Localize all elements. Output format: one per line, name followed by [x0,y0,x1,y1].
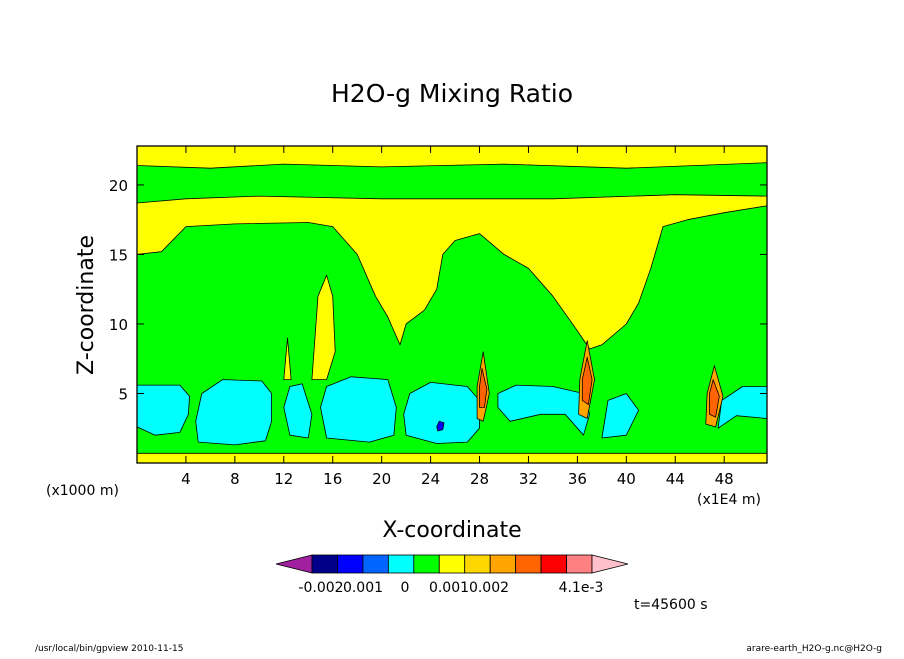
x-tick-label: 44 [666,470,685,488]
x-tick-label: 28 [470,470,489,488]
contour-region-cyan-10 [403,381,480,444]
colorbar-swatch [413,554,440,574]
contour-region-orange-19 [581,356,593,406]
footer-left: /usr/local/bin/gpview 2010-11-15 [35,644,183,654]
contour-field [137,146,767,463]
x-tick-label: 32 [519,470,538,488]
contour-region-darkblue-20 [436,420,445,432]
colorbar-under-arrow [275,554,313,574]
x-tick-label: 8 [230,470,240,488]
contour-region-cyan-6 [137,384,191,436]
colorbar-label: 0.002 [469,580,509,596]
x-tick-label: 12 [274,470,293,488]
x-axis-label: X-coordinate [382,518,521,543]
plot-frame [136,145,768,464]
contour-region-orange-17 [709,379,720,418]
colorbar-label: -0.002 [298,580,343,596]
chart-title: H2O-g Mixing Ratio [331,79,573,108]
colorbar-swatch [438,554,466,574]
colorbar-label: 0.001 [343,580,383,596]
colorbar-label: 4.1e-3 [559,580,604,596]
contour-region-cyan-9 [320,376,397,443]
x-tick-label: 48 [715,470,734,488]
x-tick-label: 16 [323,470,342,488]
contour-region-yellow-2 [137,146,767,169]
time-label: t=45600 s [634,597,708,613]
colorbar-swatch [362,554,389,574]
x-axis: 4 8 12 16 20 24 28 32 36 40 44 48 [181,146,734,488]
colorbar-label: 0 [401,580,410,596]
y-tick-label: 10 [109,316,128,334]
colorbar-over-arrow [591,554,629,574]
x-units-label: (x1E4 m) [697,492,761,508]
colorbar-swatch [311,554,338,574]
y-axis-label: Z-coordinate [74,235,99,375]
colorbar-label: 0.001 [429,580,469,596]
contour-region-yellow-1 [137,194,767,350]
y-units-label: (x1000 m) [46,483,119,499]
x-tick-label: 40 [617,470,636,488]
x-tick-label: 20 [372,470,391,488]
colorbar-swatch [337,554,364,574]
colorbar: -0.002 0.001 0 0.001 0.002 4.1e-3 [275,554,629,596]
colorbar-swatch [515,554,542,574]
y-tick-label: 15 [109,246,128,264]
y-tick-label: 20 [109,177,128,195]
footer-right: arare-earth_H2O-g.nc@H2O-g [746,644,882,654]
colorbar-swatch [387,554,415,574]
contour-region-yellow-3 [311,274,336,381]
contour-region-orange-18 [479,368,488,408]
contour-region-yellow-5 [137,452,767,463]
colorbar-swatch [540,554,567,574]
contour-region-cyan-7 [195,379,273,446]
colorbar-swatch [489,554,517,574]
y-tick-label: 5 [118,385,128,403]
colorbar-swatch [464,554,491,574]
x-tick-label: 36 [568,470,587,488]
y-axis: 5 10 15 20 [109,177,767,403]
x-tick-label: 24 [421,470,440,488]
contour-region-cyan-8 [283,383,313,439]
contour-region-cyan-11 [497,384,590,436]
contour-region-yellow-4 [283,337,292,381]
colorbar-swatch [566,554,593,574]
contour-region-cyan-12 [601,393,639,439]
x-tick-label: 4 [181,470,191,488]
